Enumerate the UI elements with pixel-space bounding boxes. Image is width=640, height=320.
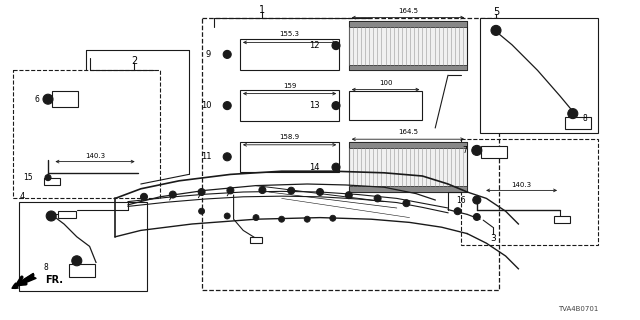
Circle shape [473, 196, 481, 204]
Circle shape [259, 187, 266, 194]
Circle shape [223, 153, 231, 161]
Bar [19, 202, 147, 291]
Bar [250, 237, 262, 243]
Circle shape [472, 145, 482, 156]
Text: 7: 7 [462, 146, 467, 155]
Text: 100: 100 [379, 80, 392, 85]
Circle shape [141, 193, 147, 200]
Bar [349, 186, 467, 192]
Text: 12: 12 [310, 41, 320, 50]
Circle shape [198, 208, 205, 214]
Text: 2: 2 [131, 56, 138, 66]
Bar [554, 216, 570, 223]
Circle shape [317, 188, 323, 196]
Bar [13, 70, 160, 198]
Text: 164.5: 164.5 [398, 129, 418, 135]
Circle shape [46, 211, 56, 221]
Text: 6: 6 [35, 95, 40, 104]
Text: 13: 13 [309, 101, 320, 110]
Text: 8: 8 [44, 263, 48, 272]
Bar [480, 18, 598, 133]
Bar [349, 21, 467, 27]
Text: 155.3: 155.3 [280, 31, 300, 37]
Circle shape [43, 94, 53, 104]
Bar [58, 211, 76, 218]
Bar [349, 142, 467, 148]
Circle shape [332, 42, 340, 50]
Text: 14: 14 [310, 163, 320, 172]
Bar [349, 65, 467, 70]
Circle shape [330, 215, 336, 221]
Circle shape [253, 215, 259, 220]
Bar [349, 91, 422, 120]
Circle shape [568, 108, 578, 119]
Text: 140.3: 140.3 [511, 182, 532, 188]
Bar [44, 178, 60, 185]
Text: TVA4B0701: TVA4B0701 [558, 306, 598, 312]
Text: 159: 159 [283, 83, 296, 89]
Circle shape [403, 200, 410, 207]
Bar [349, 142, 467, 192]
Circle shape [227, 187, 234, 194]
Circle shape [223, 51, 231, 59]
Circle shape [491, 25, 501, 36]
Bar [349, 21, 467, 70]
Text: 8: 8 [582, 114, 587, 123]
Circle shape [346, 192, 352, 199]
Circle shape [224, 213, 230, 219]
Text: 5: 5 [493, 7, 499, 17]
Bar [481, 146, 507, 158]
Circle shape [332, 163, 340, 171]
Circle shape [288, 187, 294, 194]
Circle shape [45, 175, 51, 180]
Text: 9: 9 [206, 50, 211, 59]
Text: 4: 4 [19, 192, 24, 201]
Text: 16: 16 [456, 196, 466, 204]
Bar [202, 18, 499, 290]
Text: 1: 1 [259, 4, 266, 15]
Bar [461, 139, 598, 245]
Text: 164.5: 164.5 [398, 8, 418, 13]
Text: 11: 11 [201, 152, 211, 161]
Text: 158.9: 158.9 [280, 134, 300, 140]
Circle shape [454, 208, 461, 215]
Bar [565, 117, 591, 129]
Circle shape [304, 216, 310, 222]
Circle shape [198, 188, 205, 196]
Text: 15: 15 [24, 173, 33, 182]
Text: FR.: FR. [45, 275, 63, 285]
Circle shape [72, 256, 82, 266]
Text: 3: 3 [490, 234, 495, 243]
Bar [240, 141, 339, 172]
Text: 140.3: 140.3 [85, 153, 105, 159]
Circle shape [278, 216, 285, 222]
Bar [240, 39, 339, 70]
Circle shape [332, 102, 340, 109]
Circle shape [374, 195, 381, 202]
Text: 10: 10 [201, 101, 211, 110]
Circle shape [474, 213, 480, 220]
Circle shape [223, 102, 231, 110]
Circle shape [170, 191, 176, 198]
Bar [69, 264, 95, 277]
Bar [240, 91, 339, 121]
Bar [52, 91, 78, 107]
